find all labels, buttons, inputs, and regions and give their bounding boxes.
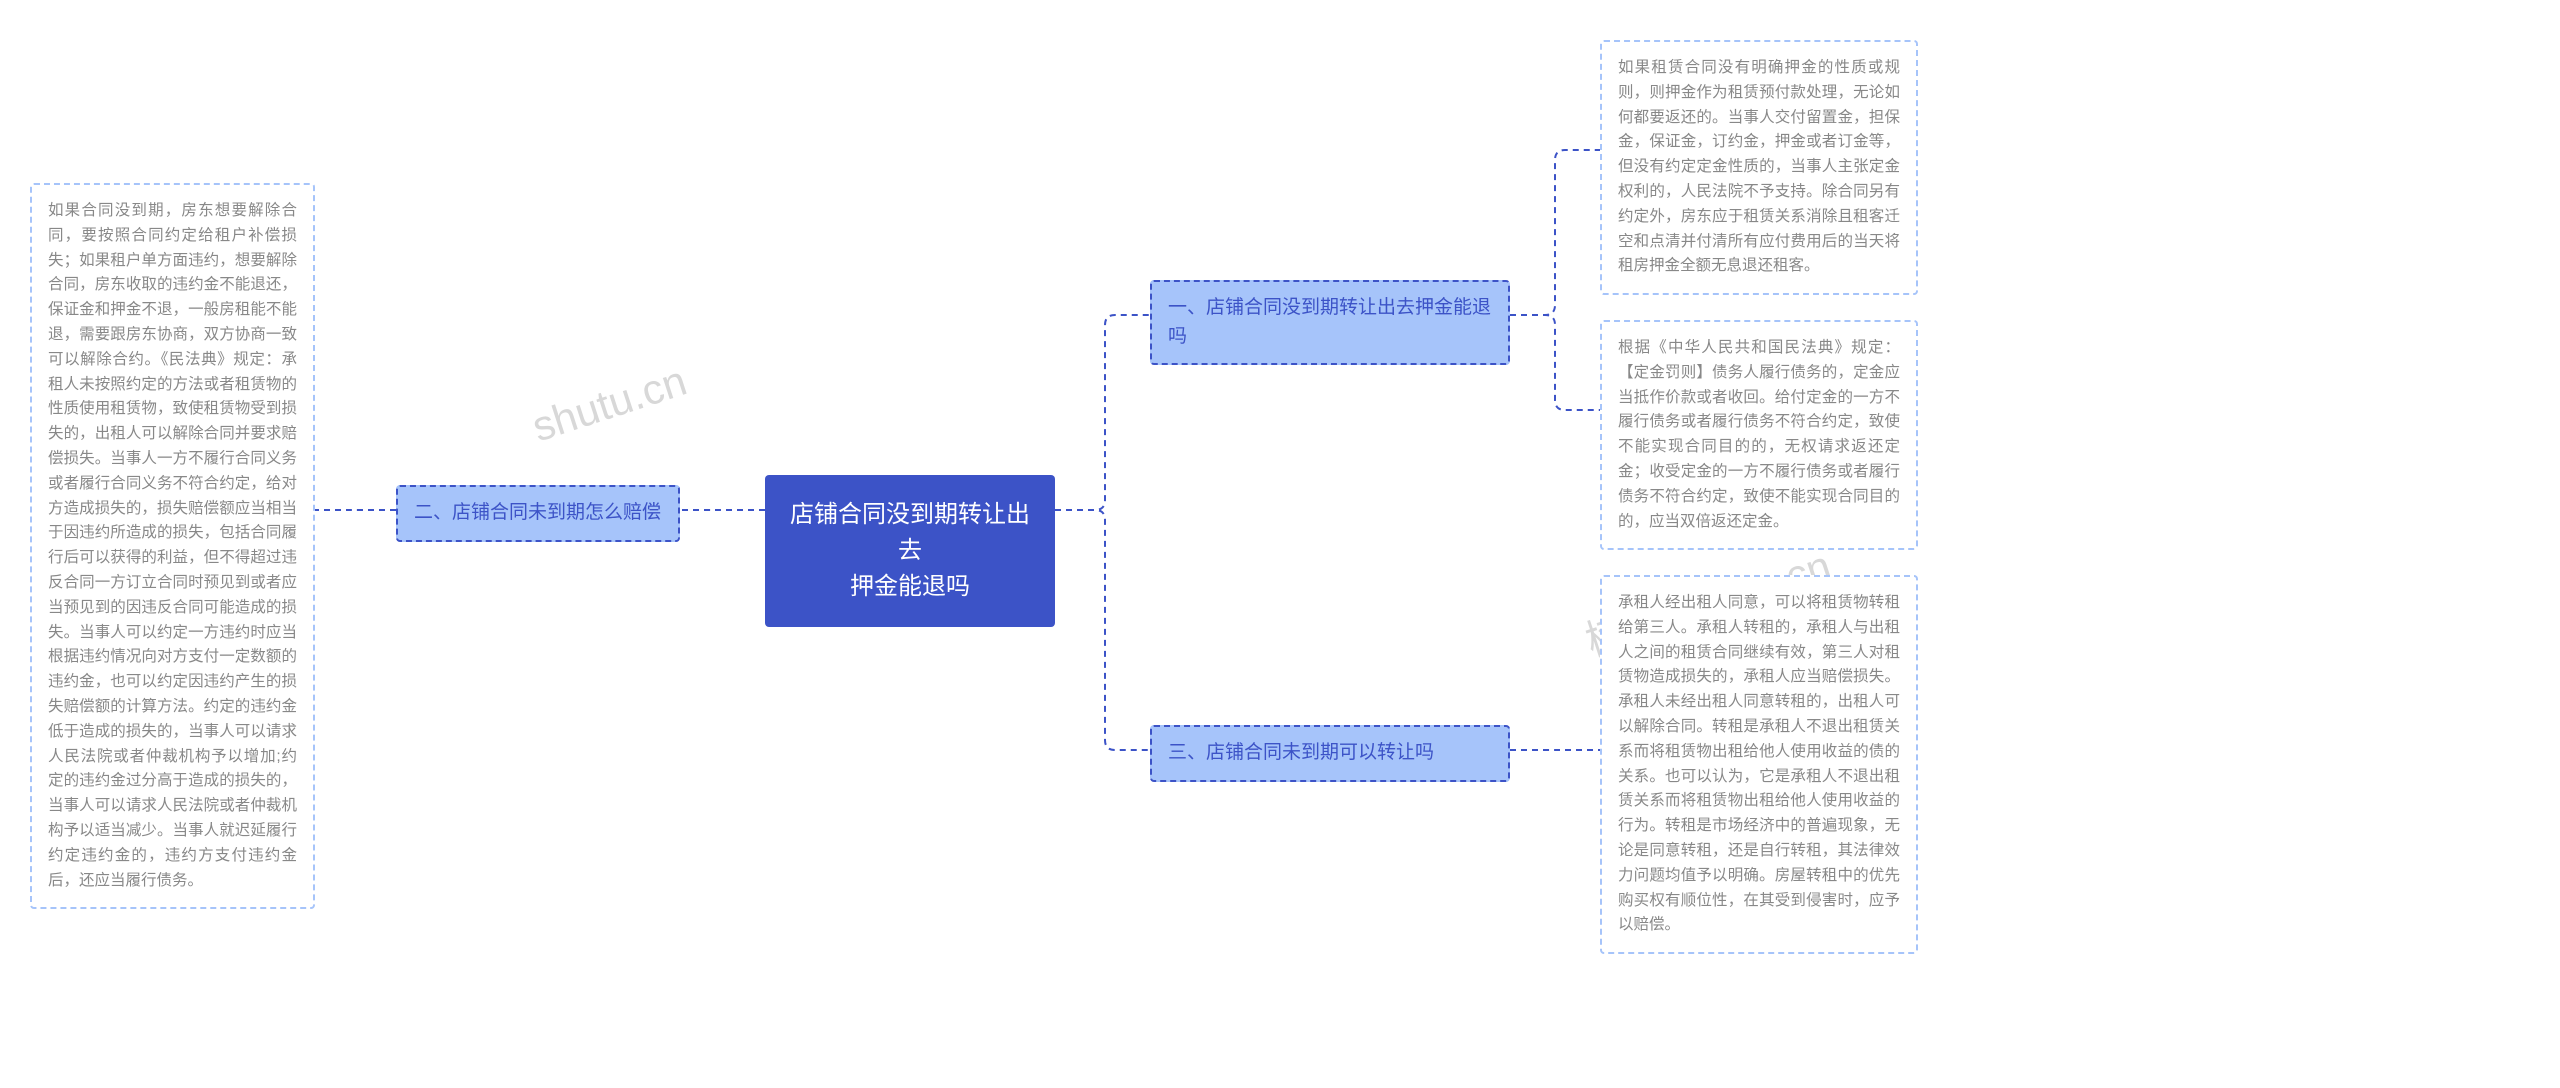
center-text-line1: 店铺合同没到期转让出去	[783, 497, 1037, 569]
leaf-1b-text: 根据《中华人民共和国民法典》规定：【定金罚则】债务人履行债务的，定金应当抵作价款…	[1618, 339, 1900, 530]
leaf-2-text: 如果合同没到期，房东想要解除合同，要按照合同约定给租户补偿损失；如果租户单方面违…	[48, 202, 297, 889]
leaf-3-text: 承租人经出租人同意，可以将租赁物转租给第三人。承租人转租的，承租人与出租人之间的…	[1618, 594, 1900, 933]
leaf-3: 承租人经出租人同意，可以将租赁物转租给第三人。承租人转租的，承租人与出租人之间的…	[1600, 575, 1918, 954]
center-node: 店铺合同没到期转让出去 押金能退吗	[765, 475, 1055, 627]
leaf-2: 如果合同没到期，房东想要解除合同，要按照合同约定给租户补偿损失；如果租户单方面违…	[30, 183, 315, 909]
leaf-1a-text: 如果租赁合同没有明确押金的性质或规则，则押金作为租赁预付款处理，无论如何都要返还…	[1618, 59, 1900, 274]
watermark-left: shutu.cn	[526, 357, 692, 452]
connectors	[0, 0, 2560, 1088]
leaf-1a: 如果租赁合同没有明确押金的性质或规则，则押金作为租赁预付款处理，无论如何都要返还…	[1600, 40, 1918, 295]
center-text-line2: 押金能退吗	[783, 569, 1037, 605]
topic-1: 一、店铺合同没到期转让出去押金能退吗	[1150, 280, 1510, 365]
leaf-1b: 根据《中华人民共和国民法典》规定：【定金罚则】债务人履行债务的，定金应当抵作价款…	[1600, 320, 1918, 550]
topic-1-label: 一、店铺合同没到期转让出去押金能退吗	[1168, 297, 1491, 347]
topic-2: 二、店铺合同未到期怎么赔偿	[396, 485, 680, 542]
topic-2-label: 二、店铺合同未到期怎么赔偿	[414, 502, 661, 523]
topic-3-label: 三、店铺合同未到期可以转让吗	[1168, 742, 1434, 763]
topic-3: 三、店铺合同未到期可以转让吗	[1150, 725, 1510, 782]
